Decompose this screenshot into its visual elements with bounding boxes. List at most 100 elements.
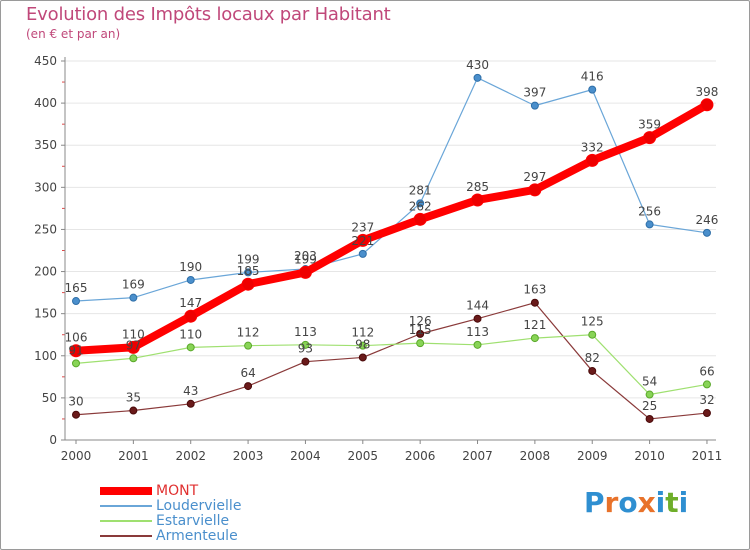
data-point-loudervielle <box>129 293 138 302</box>
data-label-mont: 237 <box>351 220 374 234</box>
data-label-mont: 262 <box>409 199 432 213</box>
data-label-loudervielle: 246 <box>696 213 719 227</box>
legend-swatch <box>100 505 152 507</box>
data-point-estarvielle <box>358 341 367 350</box>
x-tick-label: 2009 <box>577 449 608 463</box>
data-label-estarvielle: 54 <box>642 375 657 389</box>
data-label-armenteule: 43 <box>183 384 198 398</box>
data-point-mont <box>298 265 312 279</box>
data-label-loudervielle: 203 <box>294 249 317 263</box>
data-point-mont <box>184 309 198 323</box>
logo-letter: i <box>678 486 689 519</box>
series-line-mont <box>72 100 711 355</box>
y-tick-label: 400 <box>34 96 57 110</box>
data-point-armenteule <box>473 314 482 323</box>
x-tick-label: 2010 <box>634 449 665 463</box>
data-label-loudervielle: 430 <box>466 58 489 72</box>
data-label-armenteule: 25 <box>642 399 657 413</box>
data-label-loudervielle: 416 <box>581 70 604 84</box>
data-label-estarvielle: 125 <box>581 315 604 329</box>
data-point-armenteule <box>702 409 711 418</box>
data-point-loudervielle <box>244 268 253 277</box>
data-point-armenteule <box>645 414 654 423</box>
legend-swatch <box>100 535 152 537</box>
x-tick-label: 2008 <box>520 449 551 463</box>
data-label-loudervielle: 256 <box>638 204 661 218</box>
data-point-armenteule <box>129 406 138 415</box>
data-point-mont <box>700 98 714 112</box>
data-label-estarvielle: 112 <box>351 326 374 340</box>
y-tick-label: 200 <box>34 265 57 279</box>
data-point-mont <box>471 193 485 207</box>
x-tick-label: 2007 <box>462 449 493 463</box>
data-point-armenteule <box>358 353 367 362</box>
data-label-armenteule: 144 <box>466 299 489 313</box>
data-label-loudervielle: 199 <box>237 252 260 266</box>
data-label-estarvielle: 113 <box>466 325 489 339</box>
data-point-estarvielle <box>186 343 195 352</box>
data-point-loudervielle <box>473 73 482 82</box>
data-label-estarvielle: 110 <box>179 327 202 341</box>
legend-label: MONT <box>156 483 199 499</box>
data-label-mont: 285 <box>466 180 489 194</box>
data-label-armenteule: 93 <box>298 342 313 356</box>
data-label-mont: 359 <box>638 118 661 132</box>
data-label-mont: 398 <box>696 85 719 99</box>
y-tick-label: 50 <box>42 391 57 405</box>
x-tick-label: 2000 <box>61 449 92 463</box>
x-tick-label: 2003 <box>233 449 264 463</box>
data-label-mont: 297 <box>523 170 546 184</box>
data-label-estarvielle: 97 <box>126 338 141 352</box>
data-point-mont <box>356 233 370 247</box>
data-label-loudervielle: 165 <box>65 281 88 295</box>
series-line-estarvielle <box>75 334 708 396</box>
data-point-mont <box>69 344 83 358</box>
data-point-armenteule <box>186 399 195 408</box>
data-point-armenteule <box>244 382 253 391</box>
data-point-estarvielle <box>588 330 597 339</box>
data-label-mont: 110 <box>122 327 145 341</box>
data-point-estarvielle <box>129 354 138 363</box>
proxiti-logo: Proxiti <box>584 486 688 519</box>
data-point-loudervielle <box>702 228 711 237</box>
logo-letter: P <box>584 486 605 519</box>
data-point-mont <box>241 277 255 291</box>
data-label-armenteule: 30 <box>68 395 83 409</box>
data-label-mont: 147 <box>179 296 202 310</box>
data-point-estarvielle <box>702 380 711 389</box>
series-line-armenteule <box>75 302 708 420</box>
y-tick-label: 100 <box>34 349 57 363</box>
data-label-mont: 199 <box>294 252 317 266</box>
data-point-armenteule <box>301 357 310 366</box>
data-point-armenteule <box>416 329 425 338</box>
chart-title: Evolution des Impôts locaux par Habitant <box>26 4 391 25</box>
legend-label: Armenteule <box>156 528 238 544</box>
data-point-armenteule <box>530 298 539 307</box>
data-label-loudervielle: 397 <box>523 86 546 100</box>
data-point-mont <box>413 212 427 226</box>
data-point-armenteule <box>588 366 597 375</box>
data-point-estarvielle <box>473 340 482 349</box>
data-point-armenteule <box>72 410 80 419</box>
data-point-estarvielle <box>72 359 80 368</box>
data-point-loudervielle <box>588 85 597 94</box>
legend-swatch <box>100 520 152 522</box>
x-tick-label: 2001 <box>118 449 149 463</box>
data-point-estarvielle <box>301 340 310 349</box>
data-point-estarvielle <box>530 334 539 343</box>
data-point-mont <box>126 340 140 354</box>
logo-letter: r <box>604 486 619 519</box>
data-point-loudervielle <box>72 297 80 306</box>
data-point-loudervielle <box>186 275 195 284</box>
data-label-estarvielle: 113 <box>294 325 317 339</box>
data-label-loudervielle: 221 <box>351 234 374 248</box>
legend-label: Loudervielle <box>156 498 242 514</box>
data-label-estarvielle: 66 <box>699 364 714 378</box>
data-label-loudervielle: 169 <box>122 278 145 292</box>
data-label-armenteule: 32 <box>699 393 714 407</box>
x-tick-label: 2006 <box>405 449 436 463</box>
x-tick-label: 2005 <box>348 449 379 463</box>
logo-letter: t <box>665 486 679 519</box>
